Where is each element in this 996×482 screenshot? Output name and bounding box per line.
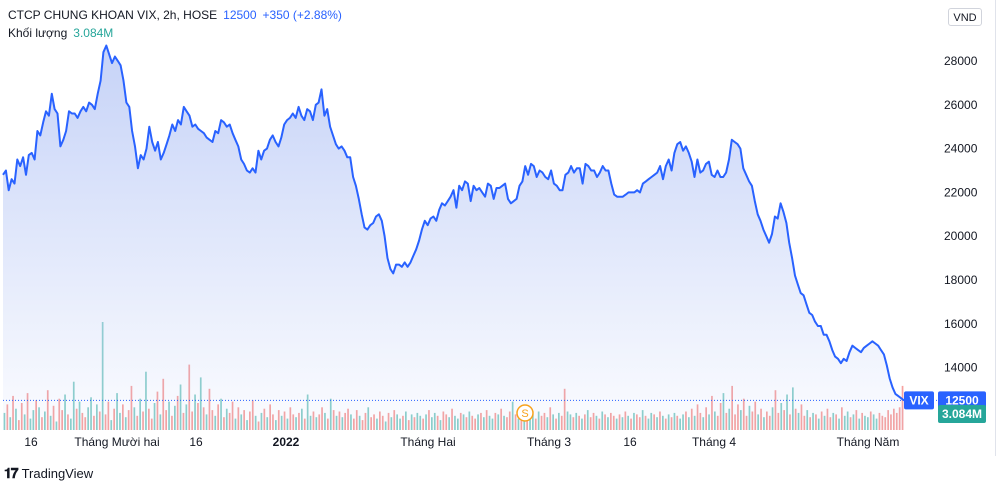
volume-tag-value: 3.084M bbox=[942, 407, 982, 421]
y-tick-label: 28000 bbox=[944, 54, 978, 68]
y-tick-label: 14000 bbox=[944, 361, 978, 375]
y-tick-label: 26000 bbox=[944, 98, 978, 112]
price-tag-value: 12500 bbox=[945, 393, 979, 407]
y-tick-label: 24000 bbox=[944, 142, 978, 156]
price-line bbox=[2, 44, 905, 402]
tradingview-logo[interactable]: 𝟏𝟕 TradingView bbox=[4, 465, 93, 482]
event-marker-label: S bbox=[521, 408, 528, 420]
x-tick-label: Tháng 4 bbox=[692, 435, 736, 449]
x-tick-label: Tháng Năm bbox=[837, 435, 900, 449]
x-tick-label: 16 bbox=[623, 435, 637, 449]
legend-volume-value: 3.084M bbox=[73, 26, 114, 40]
event-marker-circle bbox=[516, 404, 534, 422]
x-tick-label: 2022 bbox=[273, 435, 300, 449]
volume-tag-bg bbox=[938, 405, 986, 423]
x-tick-label: Tháng 3 bbox=[527, 435, 571, 449]
price-area-fill bbox=[3, 45, 904, 430]
chart-area[interactable]: 1200014000160001800020000220002400026000… bbox=[0, 0, 996, 456]
last-price-tag: VIX 12500 bbox=[904, 391, 986, 410]
x-tick-label: Tháng Mười hai bbox=[74, 435, 159, 449]
y-tick-label: 22000 bbox=[944, 185, 978, 199]
legend-volume-row: Khối lượng 3.084M bbox=[8, 26, 113, 40]
tradingview-brand-text: TradingView bbox=[21, 466, 94, 481]
footer: 𝟏𝟕 TradingView bbox=[0, 456, 996, 482]
x-tick-label: 16 bbox=[24, 435, 38, 449]
price-tag-symbol-bg bbox=[904, 391, 934, 410]
tradingview-logo-icon: 𝟏𝟕 bbox=[4, 465, 19, 481]
legend-change: +350 (+2.88%) bbox=[262, 8, 342, 22]
legend-volume-label: Khối lượng bbox=[8, 26, 68, 40]
x-tick-label: 16 bbox=[189, 435, 203, 449]
legend-symbol: CTCP CHUNG KHOAN VIX, 2h, HOSE bbox=[8, 8, 218, 22]
price-chart[interactable]: 1200014000160001800020000220002400026000… bbox=[0, 0, 996, 456]
legend-symbol-row: CTCP CHUNG KHOAN VIX, 2h, HOSE 12500 +350 … bbox=[8, 8, 342, 22]
y-tick-label: 18000 bbox=[944, 273, 978, 287]
y-tick-label: 16000 bbox=[944, 317, 978, 331]
x-tick-label: Tháng Hai bbox=[400, 435, 455, 449]
price-tag-symbol: VIX bbox=[909, 393, 928, 407]
legend-price: 12500 bbox=[223, 8, 257, 22]
currency-button[interactable]: VND bbox=[948, 8, 982, 26]
y-tick-label: 20000 bbox=[944, 229, 978, 243]
price-tag-value-bg bbox=[938, 391, 986, 410]
split-event-icon[interactable]: S bbox=[516, 404, 534, 422]
volume-tag: 3.084M bbox=[938, 405, 986, 423]
